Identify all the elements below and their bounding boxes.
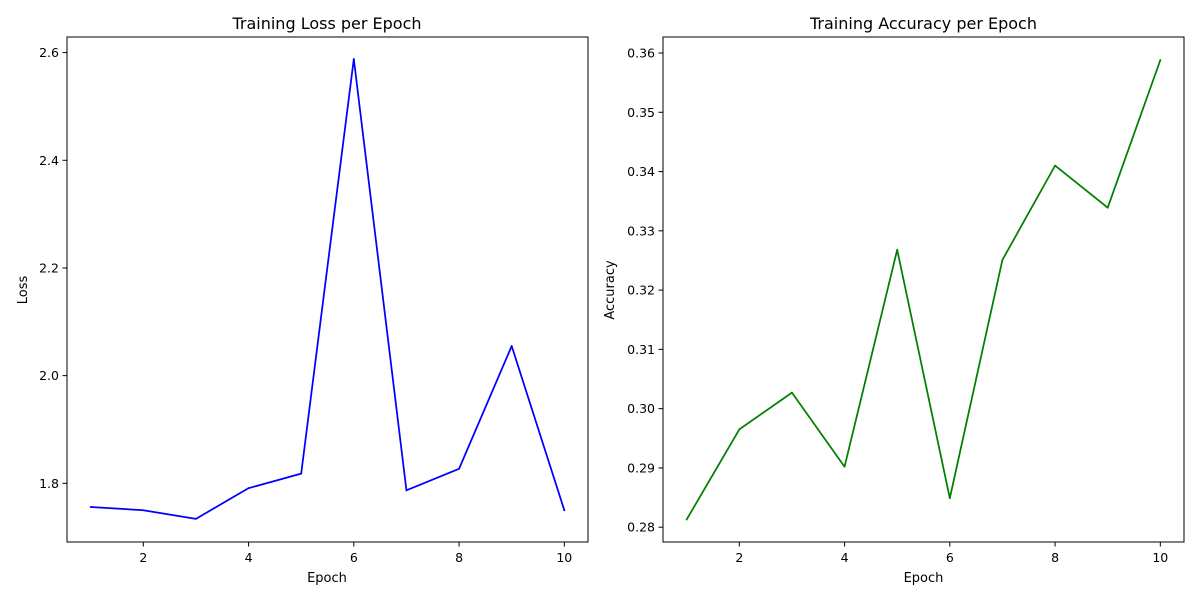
accuracy-chart-y-tick-label: 0.36 xyxy=(627,46,655,61)
accuracy-chart-y-tick-label: 0.29 xyxy=(627,460,655,475)
loss-chart-y-axis-label: Loss xyxy=(16,276,31,305)
accuracy-chart-x-tick-label: 2 xyxy=(735,550,743,565)
loss-chart-panel: Training Loss per Epoch Epoch Loss 2 4 6 8 1… xyxy=(16,14,589,586)
loss-chart-plot-frame xyxy=(66,36,589,543)
loss-chart-data-point xyxy=(300,472,303,475)
accuracy-chart-data-point xyxy=(738,428,741,431)
accuracy-chart-title: Training Accuracy per Epoch xyxy=(809,14,1037,33)
loss-chart-series-line xyxy=(89,58,566,520)
loss-chart-y-tick-label: 1.8 xyxy=(39,476,59,491)
loss-chart-marks xyxy=(89,58,566,520)
accuracy-chart-y-tick-label: 0.34 xyxy=(627,164,655,179)
accuracy-chart-data-point xyxy=(1159,59,1162,62)
loss-chart-data-point xyxy=(247,487,250,490)
loss-chart-title: Training Loss per Epoch xyxy=(231,14,421,33)
accuracy-chart-marks xyxy=(685,59,1162,521)
loss-chart-y-tick-label: 2.6 xyxy=(39,45,59,60)
loss-chart-x-tick-label: 4 xyxy=(245,550,253,565)
accuracy-chart-y-tick-label: 0.32 xyxy=(627,283,655,298)
loss-chart-data-point xyxy=(89,506,92,508)
loss-chart-x-axis-label: Epoch xyxy=(307,571,347,586)
loss-chart-y-tick-label: 2.4 xyxy=(39,153,59,168)
accuracy-chart-plot-frame xyxy=(662,36,1185,543)
accuracy-chart-data-point xyxy=(896,248,899,251)
loss-chart-data-point xyxy=(352,58,355,60)
accuracy-chart-x-tick-label: 6 xyxy=(946,550,954,565)
accuracy-chart-x-tick-label: 10 xyxy=(1152,550,1168,565)
accuracy-chart-x-tick-label: 4 xyxy=(841,550,849,565)
loss-chart-data-point xyxy=(510,345,513,347)
accuracy-chart-y-tick-label: 0.31 xyxy=(627,342,655,357)
accuracy-chart-data-point xyxy=(1106,206,1109,209)
accuracy-chart-x-axis-label: Epoch xyxy=(904,571,944,586)
accuracy-chart-x-tick-label: 8 xyxy=(1051,550,1059,565)
accuracy-chart-panel: Training Accuracy per Epoch Epoch Accura… xyxy=(603,14,1185,586)
accuracy-chart-y-axis-label: Accuracy xyxy=(603,260,618,320)
loss-chart-x-tick-label: 2 xyxy=(139,550,147,565)
loss-chart-x-tick-label: 8 xyxy=(455,550,463,565)
loss-chart-y-tick-label: 2.0 xyxy=(39,368,59,383)
accuracy-chart-y-tick-label: 0.33 xyxy=(627,223,655,238)
accuracy-chart-y-tick-label: 0.28 xyxy=(627,520,655,535)
accuracy-chart-data-point xyxy=(791,391,793,394)
accuracy-chart-data-point xyxy=(1001,258,1004,261)
loss-chart-ticks: 2 4 6 8 10 1.8 2.0 2.2 2.4 2.6 xyxy=(39,45,572,565)
accuracy-chart-y-tick-label: 0.35 xyxy=(627,105,655,120)
loss-chart-data-point xyxy=(458,467,460,470)
accuracy-chart-data-point xyxy=(685,518,688,521)
loss-chart-y-tick-label: 2.2 xyxy=(39,260,59,275)
loss-chart-data-point xyxy=(405,489,408,492)
loss-chart-x-tick-label: 10 xyxy=(556,550,572,565)
loss-chart-data-point xyxy=(142,509,145,512)
accuracy-chart-data-point xyxy=(843,465,846,468)
accuracy-chart-series-line xyxy=(685,59,1162,521)
loss-chart-data-point xyxy=(195,517,197,520)
accuracy-chart-ticks: 2 4 6 8 10 0.28 0.29 0.30 0.31 0.32 0.33 0.34 0.35 0.… xyxy=(627,46,1168,565)
loss-chart-data-point xyxy=(563,509,566,512)
loss-chart-x-tick-label: 6 xyxy=(350,550,358,565)
accuracy-chart-y-tick-label: 0.30 xyxy=(627,401,655,416)
accuracy-chart-data-point xyxy=(1054,164,1056,167)
accuracy-chart-data-point xyxy=(948,497,951,500)
